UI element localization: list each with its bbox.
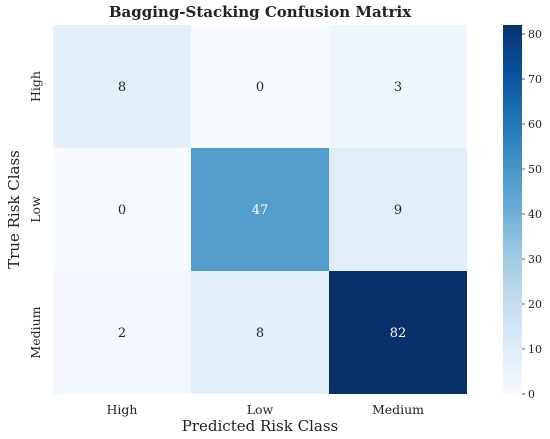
cell-value-label: 8 <box>118 80 126 95</box>
chart-title: Bagging-Stacking Confusion Matrix <box>109 3 412 21</box>
heatmap-cell <box>329 271 467 394</box>
heatmap-cell <box>53 148 191 271</box>
y-tick-label: High <box>28 71 43 102</box>
heatmap-cell <box>191 148 329 271</box>
y-tick-label: Medium <box>28 306 43 358</box>
cell-value-label: 2 <box>118 326 126 341</box>
cell-value-label: 0 <box>256 80 264 95</box>
colorbar-tick-label: 80 <box>528 28 542 41</box>
cell-value-label: 0 <box>118 203 126 218</box>
colorbar <box>503 25 522 394</box>
x-tick-label: Low <box>247 402 274 417</box>
heatmap-cell <box>329 148 467 271</box>
y-axis-label: True Risk Class <box>5 150 23 269</box>
colorbar-tick-label: 60 <box>528 118 542 131</box>
x-tick-label: Medium <box>372 402 424 417</box>
heatmap-cell <box>329 25 467 148</box>
colorbar-tick-label: 10 <box>528 343 542 356</box>
y-tick-labels: High Low Medium <box>28 71 43 359</box>
heatmap-cell <box>191 271 329 394</box>
heatmap-cell <box>53 25 191 148</box>
colorbar-tick-label: 0 <box>528 388 535 401</box>
x-axis-label: Predicted Risk Class <box>182 417 338 435</box>
cell-value-label: 47 <box>252 203 269 218</box>
cell-value-label: 9 <box>394 203 402 218</box>
colorbar-ticks: 0 10 20 30 40 50 60 70 80 <box>522 28 542 401</box>
heatmap-cell <box>191 25 329 148</box>
x-tick-label: High <box>107 402 138 417</box>
cell-value-label: 8 <box>256 326 264 341</box>
y-tick-label: Low <box>28 196 43 223</box>
colorbar-tick-label: 20 <box>528 298 542 311</box>
heatmap-cells: 8 0 3 0 47 9 2 8 82 <box>53 25 467 394</box>
colorbar-tick-label: 70 <box>528 73 542 86</box>
heatmap-cell <box>53 271 191 394</box>
cell-value-label: 82 <box>390 326 407 341</box>
colorbar-tick-label: 30 <box>528 253 542 266</box>
colorbar-tick-label: 50 <box>528 163 542 176</box>
x-tick-labels: High Low Medium <box>107 402 425 417</box>
cell-value-label: 3 <box>394 80 402 95</box>
colorbar-tick-label: 40 <box>528 208 542 221</box>
